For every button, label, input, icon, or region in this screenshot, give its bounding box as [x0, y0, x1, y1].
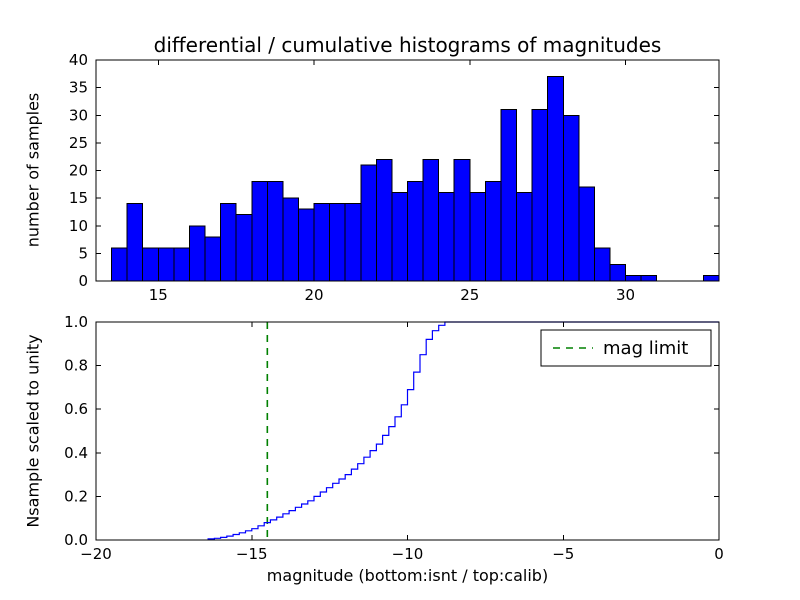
histogram-bar: [188, 225, 206, 282]
histogram-bar: [516, 192, 533, 282]
y-tick-label: 0: [78, 272, 88, 290]
histogram-bar: [547, 76, 564, 282]
histogram-bar: [173, 247, 190, 282]
y-tick-label: 0.2: [64, 487, 88, 505]
histogram-bar: [235, 214, 253, 282]
histogram-bar: [578, 186, 595, 282]
y-tick-label: 25: [69, 134, 88, 152]
histogram-bar: [500, 109, 518, 282]
histogram-bar: [438, 192, 455, 282]
histogram-bar: [204, 236, 222, 282]
y-tick-label: 40: [69, 51, 88, 69]
histogram-bar: [313, 203, 331, 282]
histogram-bar: [640, 274, 658, 282]
x-tick-label: −10: [392, 545, 424, 563]
x-tick-label: −20: [80, 545, 112, 563]
x-axis-label: magnitude (bottom:isnt / top:calib): [266, 566, 549, 585]
y-tick-label: 0.0: [64, 531, 88, 549]
histogram-bar: [360, 164, 377, 282]
histogram-bar: [251, 181, 268, 282]
histogram-bar: [266, 181, 284, 282]
histogram-bar: [702, 274, 720, 282]
histogram-bar: [407, 181, 424, 282]
histogram-bar: [157, 247, 175, 282]
histogram-bar: [375, 158, 393, 282]
bottom-y-axis-label: Nsample scaled to unity: [23, 334, 43, 528]
histogram-bar: [344, 203, 362, 282]
x-tick-label: 25: [460, 286, 479, 304]
histogram-bar: [593, 247, 611, 282]
top-y-axis-label: number of samples: [23, 92, 43, 248]
y-tick-label: 15: [69, 189, 88, 207]
x-tick-label: 15: [149, 286, 168, 304]
cumulative-step-line: [207, 321, 719, 540]
x-tick-label: 30: [616, 286, 635, 304]
histogram-bar: [126, 203, 144, 282]
histogram-bar: [453, 158, 471, 282]
histogram-bar: [625, 274, 642, 282]
histogram-bar: [142, 247, 159, 282]
histogram-bar: [111, 247, 128, 282]
histogram-bar: [220, 203, 237, 282]
x-tick-label: −5: [552, 545, 574, 563]
histogram-bar: [531, 109, 549, 282]
histogram-bar: [282, 197, 299, 282]
x-tick-label: −15: [236, 545, 268, 563]
histogram-bar: [609, 263, 627, 282]
legend-label: mag limit: [603, 338, 688, 359]
x-tick-label: 0: [714, 545, 724, 563]
histogram-bar: [391, 192, 408, 282]
y-tick-label: 30: [69, 106, 88, 124]
y-tick-label: 35: [69, 79, 88, 97]
histogram-bar: [297, 208, 315, 282]
histogram-bar: [562, 114, 580, 282]
y-tick-label: 0.4: [64, 444, 88, 462]
y-tick-label: 5: [78, 244, 88, 262]
chart-title: differential / cumulative histograms of …: [153, 33, 662, 57]
histogram-bar: [484, 181, 502, 282]
histogram-bar: [329, 203, 346, 282]
histogram-bar: [469, 192, 486, 282]
x-tick-label: 20: [305, 286, 324, 304]
y-tick-label: 20: [69, 162, 88, 180]
y-tick-label: 0.6: [64, 400, 88, 418]
y-tick-label: 0.8: [64, 357, 88, 375]
histogram-bar: [422, 158, 440, 282]
y-tick-label: 1.0: [64, 313, 88, 331]
y-tick-label: 10: [69, 217, 88, 235]
